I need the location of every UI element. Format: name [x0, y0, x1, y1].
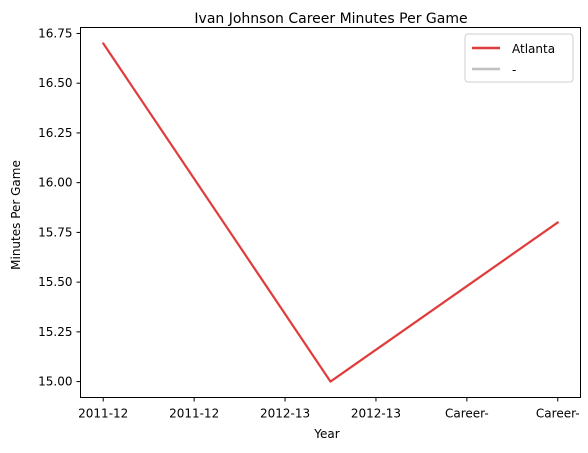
- legend: Atlanta -: [464, 33, 574, 83]
- x-tick-label: 2012-13: [351, 407, 401, 421]
- x-tick-label: Career-: [445, 407, 489, 421]
- y-tick-label: 15.75: [38, 225, 72, 239]
- x-tick-label: 2011-12: [78, 407, 128, 421]
- x-axis-label: Year: [313, 427, 339, 441]
- x-axis-ticks: 2011-12 2011-12 2012-13 2012-13 Career- Caree…: [78, 397, 580, 421]
- y-tick-label: 15.50: [38, 275, 72, 289]
- x-tick-label: 2011-12: [169, 407, 219, 421]
- x-tick-label: Career-: [536, 407, 580, 421]
- legend-label-atlanta: Atlanta: [512, 42, 555, 56]
- series-line-0: [102, 42, 559, 383]
- y-tick-label: 15.00: [38, 375, 72, 389]
- y-axis-ticks: 15.00 15.25 15.50 15.75 16.00 16.25 16.50 16.75: [38, 26, 81, 389]
- x-tick-label: 2012-13: [260, 407, 310, 421]
- plot-area-frame: [80, 27, 581, 398]
- y-tick-label: 16.00: [38, 176, 72, 190]
- y-tick-label: 16.75: [38, 26, 72, 40]
- y-tick-label: 15.25: [38, 325, 72, 339]
- chart-title: Ivan Johnson Career Minutes Per Game: [194, 11, 467, 27]
- y-tick-label: 16.50: [38, 76, 72, 90]
- series-layer: [102, 42, 559, 383]
- y-axis-label: Minutes Per Game: [9, 160, 23, 270]
- legend-label-dash: -: [512, 63, 516, 77]
- y-tick-label: 16.25: [38, 126, 72, 140]
